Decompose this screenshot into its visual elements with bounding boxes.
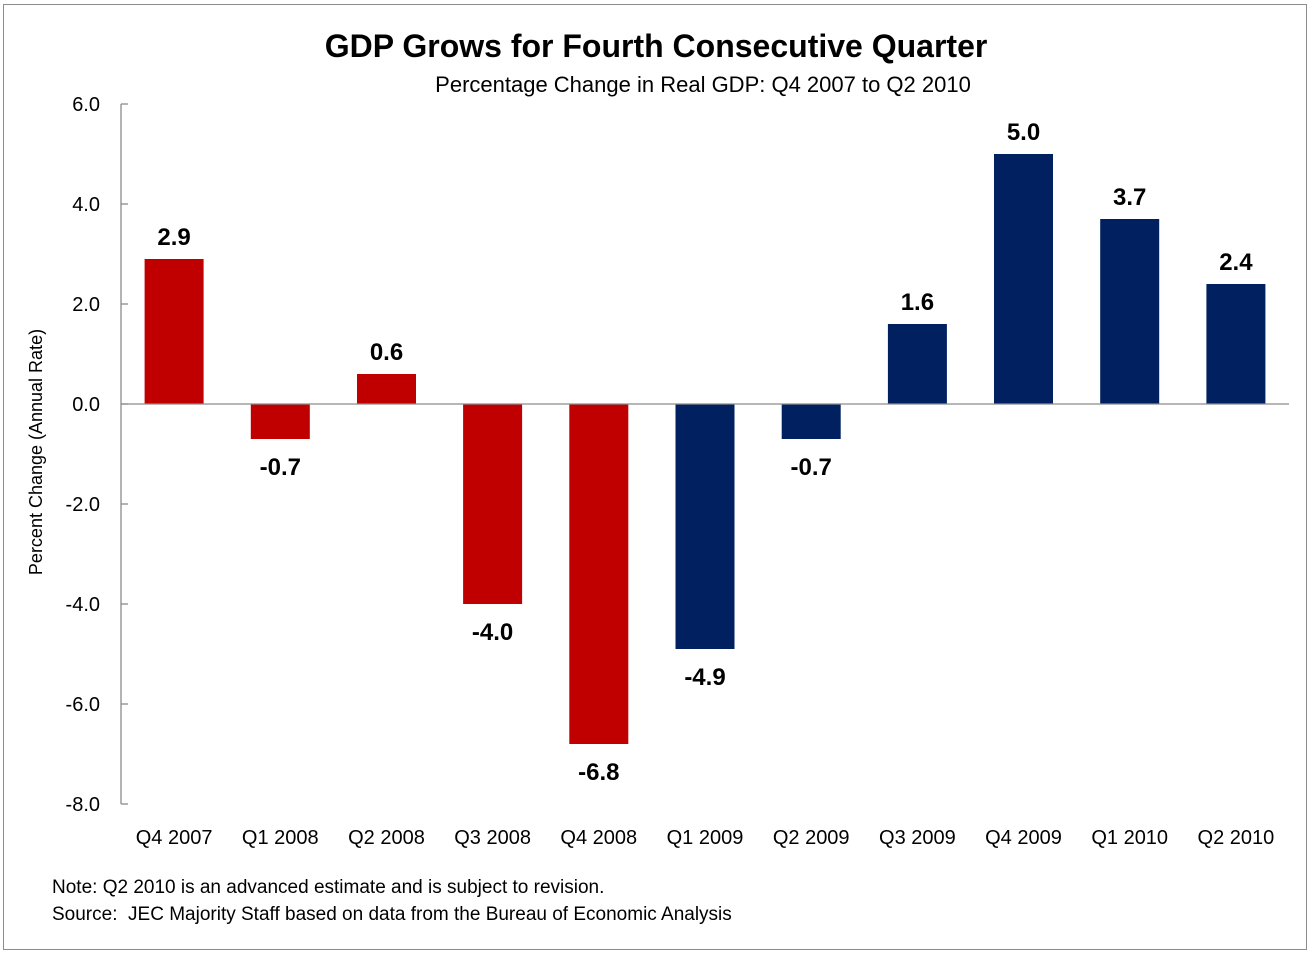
x-tick-label: Q1 2010 xyxy=(1091,827,1168,849)
y-tick-label: 0.0 xyxy=(72,394,100,416)
bar-q3-2008 xyxy=(463,404,523,604)
x-tick-label: Q1 2008 xyxy=(242,827,319,849)
x-tick-label: Q4 2007 xyxy=(136,827,213,849)
bar-q4-2007 xyxy=(144,259,204,404)
bar-q1-2008 xyxy=(250,404,310,439)
y-tick-label: 6.0 xyxy=(72,94,100,116)
data-label: 0.6 xyxy=(370,339,403,366)
chart-subtitle: Percentage Change in Real GDP: Q4 2007 t… xyxy=(435,72,971,97)
data-label: 2.4 xyxy=(1219,249,1253,276)
chart-title: GDP Grows for Fourth Consecutive Quarter xyxy=(324,28,988,64)
data-label: -0.7 xyxy=(791,454,832,481)
x-tick-label: Q2 2008 xyxy=(348,827,425,849)
x-tick-label: Q1 2009 xyxy=(667,827,744,849)
y-tick-label: 4.0 xyxy=(72,194,100,216)
y-tick-label: -2.0 xyxy=(66,494,100,516)
y-tick-label: -4.0 xyxy=(66,594,100,616)
y-tick-label: 2.0 xyxy=(72,294,100,316)
x-tick-label: Q2 2009 xyxy=(773,827,850,849)
data-label: 3.7 xyxy=(1113,184,1146,211)
y-tick-label: -6.0 xyxy=(66,694,100,716)
data-label: -6.8 xyxy=(578,759,619,786)
bar-q2-2008 xyxy=(357,374,416,404)
x-tick-label: Q2 2010 xyxy=(1198,827,1275,849)
bar-q1-2010 xyxy=(1100,219,1160,404)
data-label: -4.9 xyxy=(684,664,725,691)
source-note: Source: JEC Majority Staff based on data… xyxy=(52,904,732,925)
chart-frame xyxy=(3,4,1307,950)
footnote: Note: Q2 2010 is an advanced estimate an… xyxy=(52,877,605,898)
labels-group: 2.9 Q4 2007 -0.7 Q1 2008 0.6 Q2 2008 -4.0 Q3 20… xyxy=(66,94,1275,849)
data-label: 1.6 xyxy=(901,289,934,316)
data-label: -4.0 xyxy=(472,619,513,646)
bar-q3-2009 xyxy=(887,324,947,404)
data-label: 2.9 xyxy=(157,224,190,251)
bar-q2-2009 xyxy=(781,404,841,439)
bar-q4-2008 xyxy=(569,404,629,744)
bar-q1-2009 xyxy=(675,404,735,649)
data-label: -0.7 xyxy=(260,454,301,481)
x-tick-label: Q3 2008 xyxy=(454,827,531,849)
y-tick-label: -8.0 xyxy=(66,794,100,816)
bars-group xyxy=(144,154,1266,744)
x-tick-label: Q4 2008 xyxy=(560,827,637,849)
y-axis-label: Percent Change (Annual Rate) xyxy=(26,329,46,575)
chart-footer: Note: Q2 2010 is an advanced estimate an… xyxy=(52,874,732,928)
x-tick-label: Q4 2009 xyxy=(985,827,1062,849)
x-tick-label: Q3 2009 xyxy=(879,827,956,849)
bar-q4-2009 xyxy=(994,154,1053,404)
axes-group xyxy=(120,103,1289,805)
bar-q2-2010 xyxy=(1206,284,1266,404)
data-label: 5.0 xyxy=(1007,119,1040,146)
